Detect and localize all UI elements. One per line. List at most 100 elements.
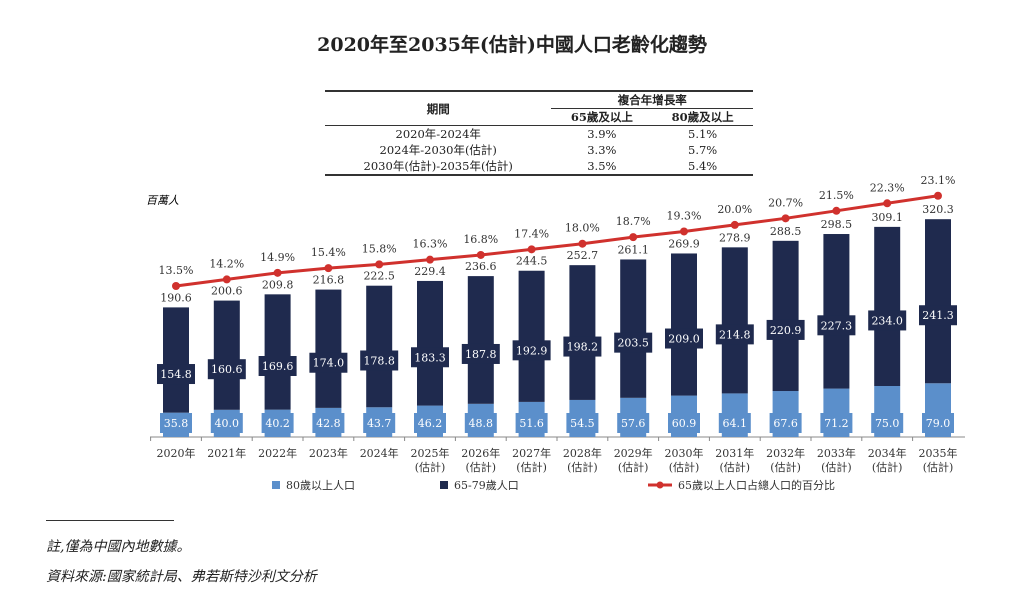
bar-label-80plus: 71.2: [824, 417, 849, 430]
bar-label-65-79: 198.2: [567, 341, 599, 354]
percent-label: 20.7%: [768, 196, 803, 209]
bar-label-80plus: 54.5: [570, 417, 595, 430]
x-tick-label: 2026年: [461, 446, 500, 460]
bar-65-79: [772, 240, 799, 392]
bar-label-box-80plus: [261, 413, 294, 433]
legend-label-percent: 65歲以上人口占總人口的百分比: [678, 478, 835, 492]
percent-label: 14.9%: [260, 251, 295, 264]
y-axis-label: 百萬人: [146, 194, 179, 207]
x-tick-estimate-label: (估計): [415, 460, 446, 474]
bar-label-65-79: 187.8: [465, 348, 497, 361]
bar-label-box-80plus: [515, 413, 548, 433]
bar-label-65-79: 183.3: [414, 351, 446, 364]
percent-point: [426, 255, 434, 264]
bar-label-65-79: 209.0: [668, 333, 700, 346]
bar-label-80plus: 42.8: [316, 417, 341, 430]
rate-80: 5.4%: [688, 159, 718, 173]
bar-total-label: 209.8: [262, 278, 294, 291]
period: 2024年-2030年(估計): [379, 143, 497, 157]
header-65: 65歲及以上: [551, 108, 653, 126]
percent-point: [883, 199, 892, 208]
x-tick-estimate-label: (估計): [516, 460, 547, 474]
percent-point: [781, 214, 790, 223]
bar-label-box-65-79: [868, 310, 907, 331]
bar-65-79: [925, 219, 951, 384]
bar-label-box-65-79: [715, 324, 754, 345]
x-tick-label: 2024年: [360, 446, 399, 460]
rate-65: 3.3%: [587, 143, 617, 157]
chart-title: 2020年至2035年(估計)中國人口老齡化趨勢: [317, 34, 707, 56]
bar-label-65-79: 178.8: [363, 354, 395, 367]
percent-point: [375, 260, 384, 269]
bar-label-box-80plus: [464, 413, 497, 433]
x-tick-estimate-label: (估計): [669, 460, 700, 474]
legend-swatch-65-79: [440, 481, 448, 489]
bar-total-label: 252.7: [567, 249, 599, 262]
x-tick-label: 2031年: [715, 446, 754, 460]
legend-swatch-80plus: [272, 481, 280, 489]
x-tick-label: 2027年: [512, 446, 551, 460]
x-tick-label: 2034年: [868, 446, 907, 460]
bar-65-79: [569, 265, 596, 400]
percent-label: 22.3%: [870, 181, 905, 194]
x-tick-label: 2025年: [411, 446, 450, 460]
bar-label-65-79: 192.9: [516, 344, 548, 357]
percent-point: [172, 282, 180, 290]
x-tick-label: 2030年: [665, 446, 704, 460]
x-tick-estimate-label: (估計): [821, 460, 852, 474]
percent-point: [629, 233, 638, 242]
bar-total-label: 236.6: [465, 260, 497, 273]
bar-total-label: 229.4: [414, 265, 446, 278]
percent-point: [578, 239, 587, 248]
bar-65-79: [264, 294, 291, 410]
bar-65-79: [518, 270, 545, 402]
bar-total-label: 216.8: [313, 274, 345, 287]
percent-point: [680, 227, 688, 236]
period: 2030年(估計)-2035年(估計): [363, 159, 513, 173]
bar-label-80plus: 67.6: [773, 417, 798, 430]
bar-65-79: [671, 253, 697, 396]
rate-80: 5.1%: [688, 127, 718, 141]
percent-point: [730, 220, 739, 229]
x-tick-estimate-label: (估計): [872, 460, 903, 474]
bar-label-box-65-79: [309, 352, 348, 373]
percent-point: [324, 264, 333, 273]
bar-label-box-80plus: [566, 413, 599, 433]
rate-65: 3.5%: [587, 159, 617, 173]
bar-label-box-80plus: [617, 413, 650, 433]
bar-label-65-79: 220.9: [770, 324, 802, 337]
bar-label-box-80plus: [414, 413, 446, 433]
bar-65-79: [163, 307, 189, 413]
percent-label: 13.5%: [159, 264, 194, 277]
header-80: 80歲及以上: [652, 108, 753, 126]
bar-label-box-80plus: [820, 413, 853, 433]
x-tick-label: 2020年: [157, 446, 196, 460]
period: 2020年-2024年: [395, 127, 481, 141]
percent-label: 23.1%: [921, 174, 956, 187]
bar-label-box-80plus: [668, 413, 700, 433]
bar-label-65-79: 160.6: [211, 363, 243, 376]
bar-label-80plus: 64.1: [723, 417, 748, 430]
percent-point: [934, 191, 942, 200]
bar-label-65-79: 227.3: [821, 319, 853, 332]
bar-label-box-65-79: [817, 315, 856, 336]
bar-label-box-65-79: [766, 319, 805, 340]
x-tick-estimate-label: (估計): [923, 460, 954, 474]
bar-label-65-79: 169.6: [262, 360, 294, 373]
legend-label-65-79: 65-79歲人口: [454, 478, 519, 492]
bar-label-box-65-79: [360, 350, 399, 371]
bar-label-80plus: 46.2: [418, 417, 443, 430]
x-tick-label: 2028年: [563, 446, 602, 460]
bar-total-label: 269.9: [668, 237, 700, 250]
percent-label: 19.3%: [667, 209, 702, 222]
bar-label-box-65-79: [665, 328, 703, 349]
bar-label-box-65-79: [919, 305, 957, 326]
bar-label-65-79: 241.3: [922, 309, 954, 322]
x-tick-label: 2035年: [919, 446, 958, 460]
bar-label-80plus: 75.0: [875, 417, 900, 430]
bar-label-box-65-79: [157, 364, 195, 385]
bar-total-label: 278.9: [719, 231, 751, 244]
bar-label-box-80plus: [922, 413, 954, 433]
